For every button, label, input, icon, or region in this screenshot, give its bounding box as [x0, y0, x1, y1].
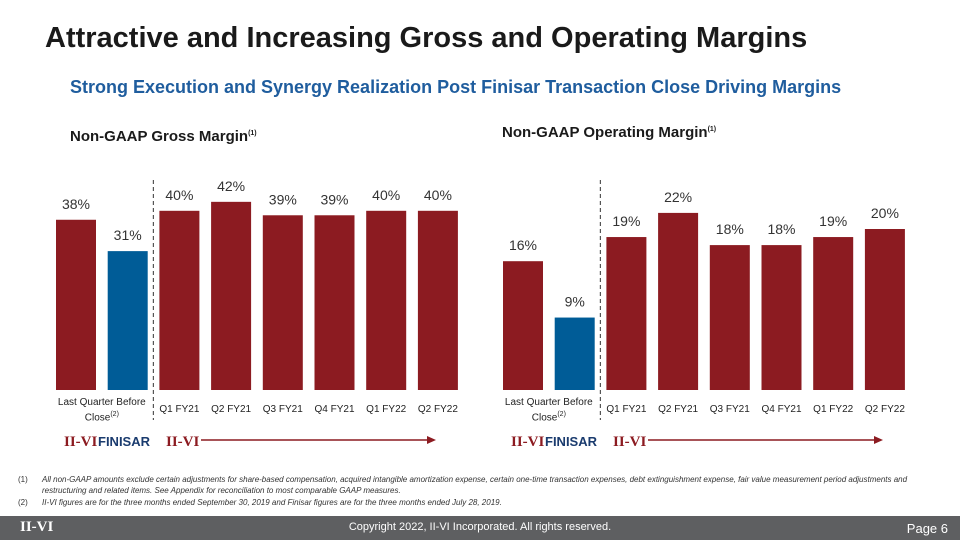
- x-tick-label: Last Quarter Before Close(2): [57, 397, 147, 424]
- value-label: 19%: [819, 213, 847, 229]
- x-tick-label: Q1 FY21: [606, 404, 646, 415]
- chart-title-text: Non-GAAP Gross Margin: [70, 128, 249, 145]
- chart-title: Non-GAAP Gross Margin(1): [70, 128, 257, 145]
- bar: [761, 245, 802, 390]
- x-tick-label: Q3 FY21: [710, 404, 750, 415]
- bar: [554, 317, 595, 390]
- logo: II-VI: [511, 434, 545, 450]
- x-tick-label: Q2 FY21: [211, 404, 251, 415]
- chart-title-note: (1): [248, 130, 257, 137]
- bar: [314, 215, 355, 390]
- x-tick-label: Last Quarter Before Close(2): [504, 397, 594, 424]
- footnote-marker: (2): [18, 498, 28, 507]
- x-tick-label: Q1 FY22: [366, 404, 406, 415]
- footnote-marker: (1): [18, 475, 28, 484]
- value-label: 18%: [767, 221, 795, 237]
- x-tick-label: Q1 FY22: [813, 404, 853, 415]
- bar: [864, 229, 905, 390]
- bar: [107, 251, 148, 390]
- chart-title: Non-GAAP Operating Margin(1): [502, 124, 716, 141]
- value-label: 31%: [114, 227, 142, 243]
- arrow-head: [427, 436, 436, 444]
- subtitle: Strong Execution and Synergy Realization…: [70, 77, 842, 97]
- value-label: 39%: [320, 191, 348, 207]
- value-label: 16%: [509, 237, 537, 253]
- x-tick-label: Q4 FY21: [761, 404, 801, 415]
- category-note: (2): [557, 411, 566, 418]
- value-label: 40%: [165, 187, 193, 203]
- copyright: Copyright 2022, II-VI Incorporated. All …: [348, 521, 612, 533]
- category-note: (2): [110, 411, 119, 418]
- bar: [211, 201, 252, 390]
- x-tick-label: Q2 FY22: [418, 404, 458, 415]
- value-label: 38%: [62, 196, 90, 212]
- value-label: 20%: [871, 205, 899, 221]
- bar: [503, 261, 543, 390]
- x-tick-label: Q2 FY21: [658, 404, 698, 415]
- footnote: (2) II-VI figures are for the three month…: [18, 497, 918, 508]
- logo: II-VI: [64, 434, 98, 450]
- footnote-text: II-VI figures are for the three months e…: [42, 498, 502, 507]
- bar: [56, 219, 96, 390]
- bar: [658, 212, 699, 390]
- arrow-head: [874, 436, 883, 444]
- bar: [262, 215, 303, 390]
- value-label: 39%: [269, 191, 297, 207]
- footer-bar: II-VI Copyright 2022, II-VI Incorporated…: [0, 516, 960, 540]
- bar: [606, 237, 647, 390]
- page-number: Page 6: [906, 521, 948, 536]
- value-label: 42%: [217, 178, 245, 194]
- x-tick-label: Q4 FY21: [314, 404, 354, 415]
- footnote-text: All non-GAAP amounts exclude certain adj…: [42, 475, 908, 495]
- bar: [813, 237, 854, 390]
- footer-logo: II-VI: [20, 519, 54, 535]
- logo: II-VI: [613, 434, 647, 450]
- value-label: 40%: [372, 187, 400, 203]
- value-label: 40%: [424, 187, 452, 203]
- value-label: 18%: [716, 221, 744, 237]
- category-text: Last Quarter Before Close: [57, 397, 146, 424]
- x-tick-label: Q3 FY21: [263, 404, 303, 415]
- x-tick-label: Q2 FY22: [865, 404, 905, 415]
- value-label: 9%: [565, 294, 585, 310]
- category-text: Last Quarter Before Close: [504, 397, 593, 424]
- logo: II-VI: [166, 434, 200, 450]
- slide-title: Attractive and Increasing Gross and Oper…: [45, 22, 808, 54]
- x-tick-label: Q1 FY21: [159, 404, 199, 415]
- footnote: (1) All non-GAAP amounts exclude certain …: [18, 474, 918, 496]
- value-label: 22%: [664, 189, 692, 205]
- value-label: 19%: [612, 213, 640, 229]
- chart-title-text: Non-GAAP Operating Margin: [502, 124, 708, 141]
- chart-title-note: (1): [707, 126, 717, 133]
- bar: [417, 210, 458, 390]
- bar: [366, 210, 407, 390]
- bar: [159, 210, 200, 390]
- logo: FINISAR: [98, 434, 151, 449]
- bar: [709, 245, 750, 390]
- logo: FINISAR: [545, 434, 598, 449]
